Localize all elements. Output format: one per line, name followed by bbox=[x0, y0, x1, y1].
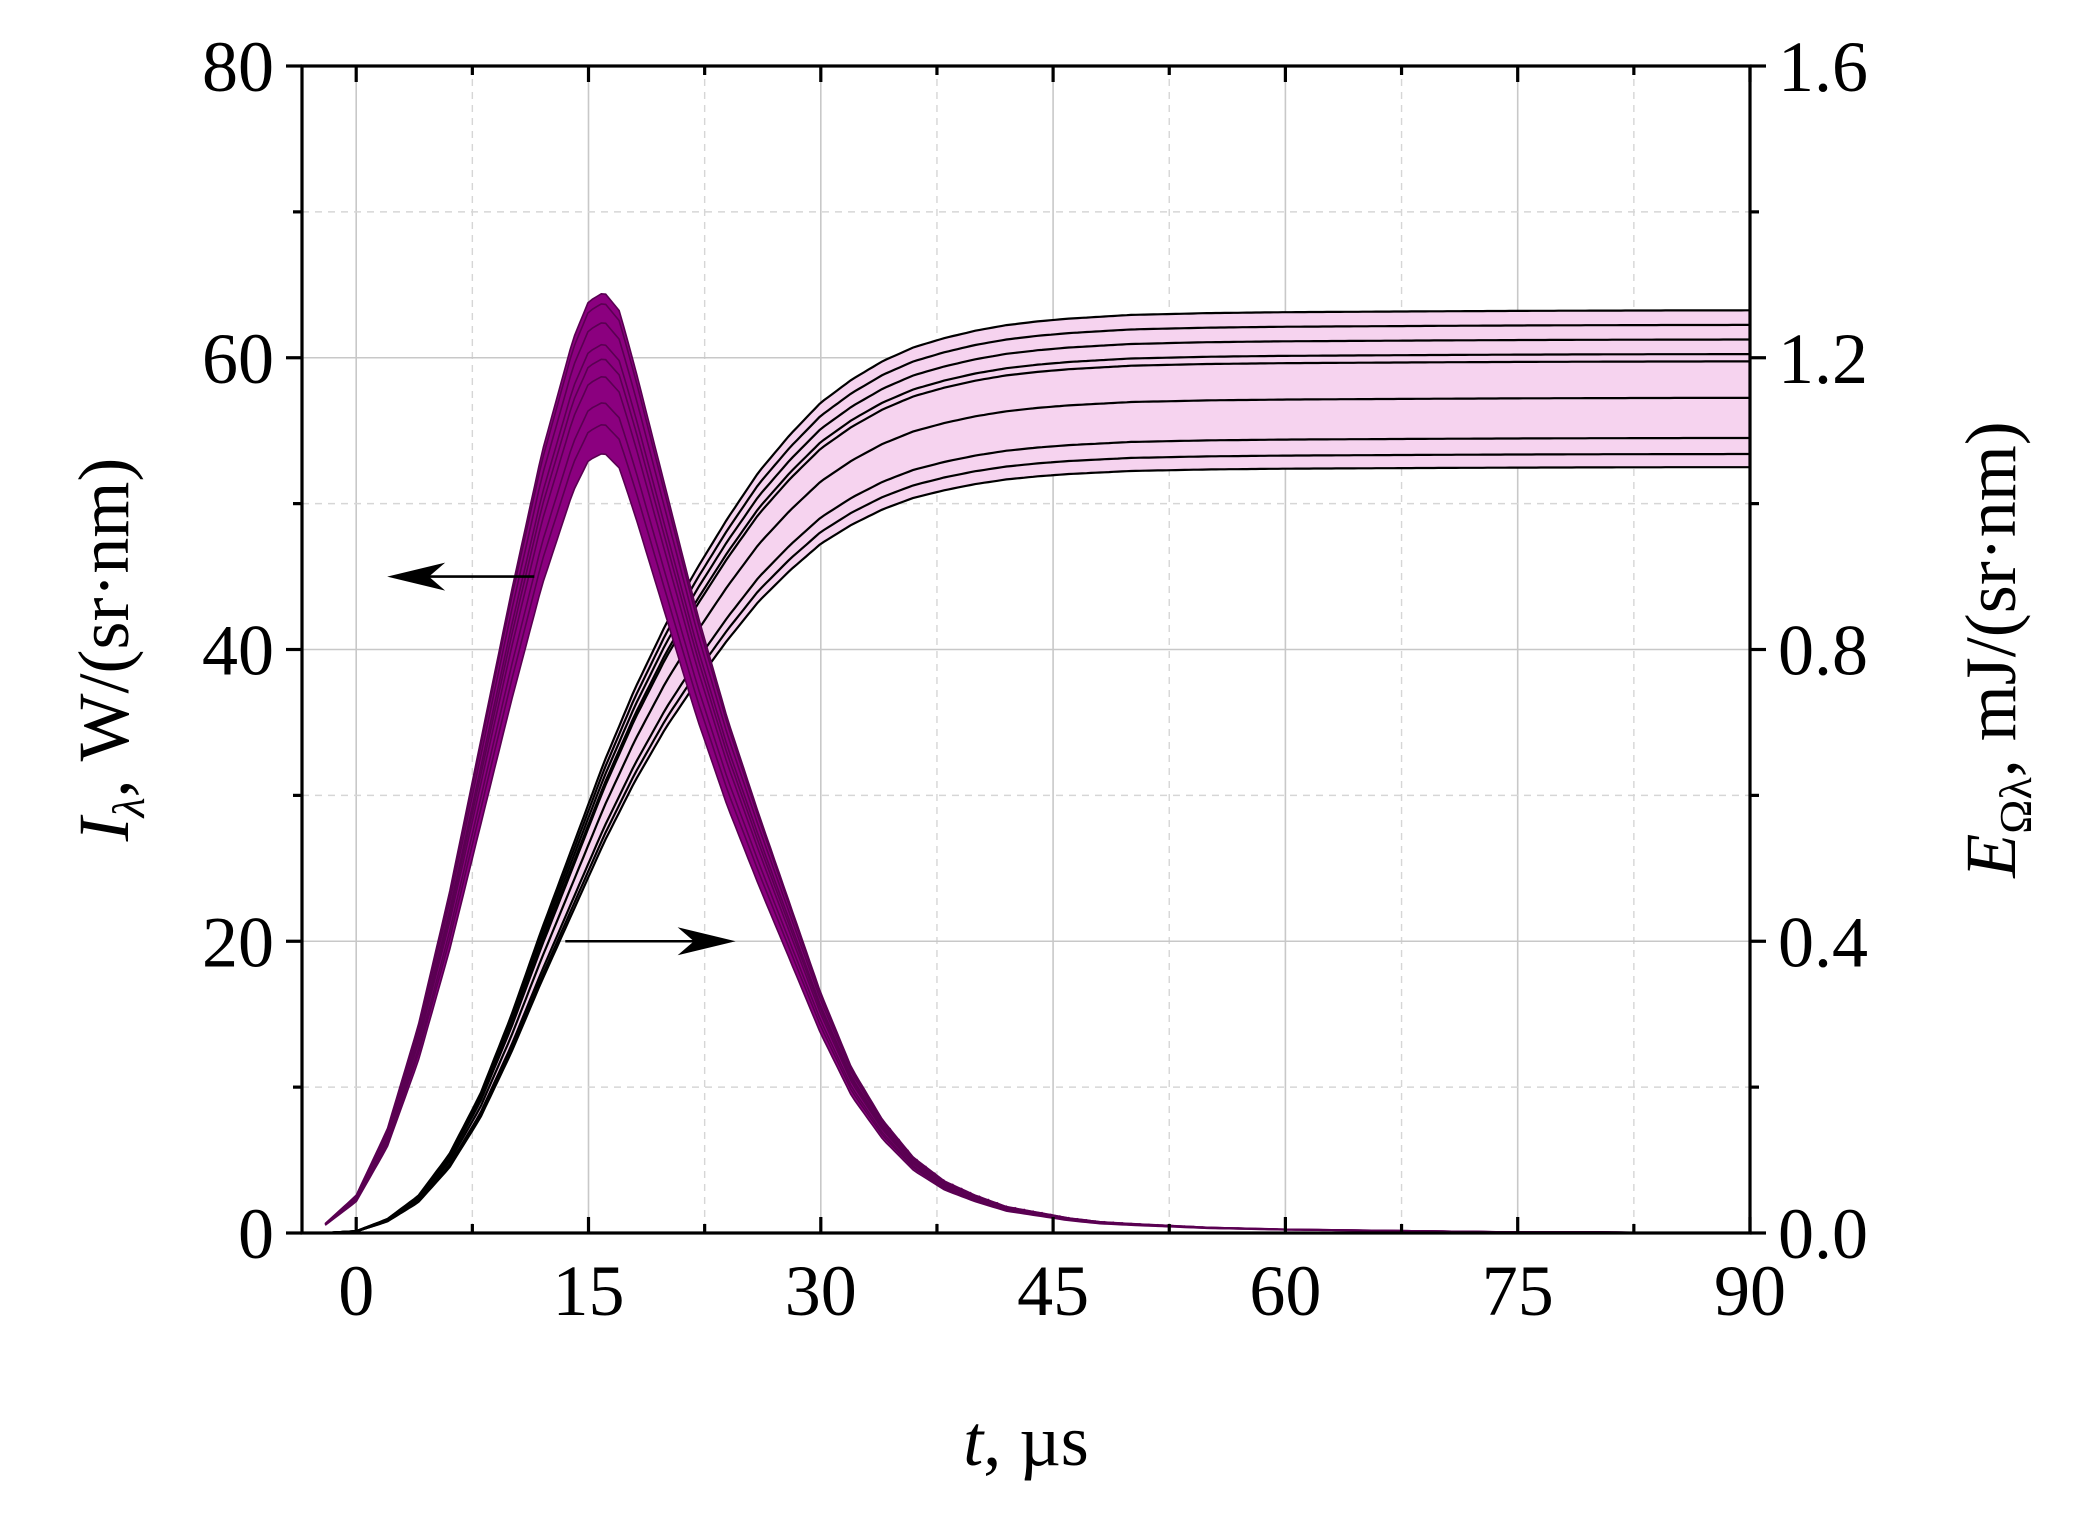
x-tick-label: 15 bbox=[553, 1251, 625, 1331]
x-tick-label: 45 bbox=[1017, 1251, 1089, 1331]
energy-curve bbox=[325, 466, 1750, 1235]
energy-band-fill bbox=[325, 310, 1751, 1233]
left-y-tick-label: 20 bbox=[202, 902, 274, 982]
x-axis-title: t, µs bbox=[963, 1401, 1089, 1481]
left-arrow-head bbox=[387, 562, 446, 591]
right-y-tick-label: 0.0 bbox=[1778, 1194, 1868, 1274]
right-y-axis-title-unit: , mJ/(sr·nm) bbox=[1951, 421, 2031, 777]
energy-curve bbox=[325, 396, 1750, 1235]
energy-curve bbox=[325, 338, 1750, 1235]
left-y-tick-label: 60 bbox=[202, 319, 274, 399]
axis-indicator-arrows bbox=[387, 562, 736, 956]
right-y-tick-label: 0.4 bbox=[1778, 902, 1868, 982]
right-arrow-head bbox=[677, 927, 736, 956]
x-tick-label: 75 bbox=[1482, 1251, 1554, 1331]
left-y-tick-label: 40 bbox=[202, 611, 274, 691]
x-axis-title-symbol: t bbox=[963, 1401, 985, 1481]
x-tick-label: 90 bbox=[1714, 1251, 1786, 1331]
left-y-axis-title-subscript: λ bbox=[103, 797, 154, 819]
right-y-axis-title-symbol: E bbox=[1951, 834, 2031, 879]
x-tick-label: 0 bbox=[338, 1251, 374, 1331]
left-y-tick-label: 0 bbox=[238, 1194, 274, 1274]
energy-curve bbox=[325, 360, 1750, 1235]
left-y-axis-title-unit: , W/(sr·nm) bbox=[64, 458, 144, 798]
left-y-axis-title: Iλ, W/(sr·nm) bbox=[64, 458, 154, 843]
left-y-tick-label: 80 bbox=[202, 27, 274, 107]
energy-band-layer bbox=[325, 309, 1751, 1235]
x-axis-title-unit: , µs bbox=[983, 1401, 1089, 1481]
right-y-axis-title: EΩλ, mJ/(sr·nm) bbox=[1951, 421, 2041, 878]
axis-tick-labels: 0 15 30 45 60 75 90 0 20 40 60 80 0.0 0.4 0.8 1.2 1.6 bbox=[202, 27, 1868, 1331]
x-tick-label: 60 bbox=[1249, 1251, 1321, 1331]
right-y-axis-title-subscript: Ωλ bbox=[1990, 777, 2041, 834]
energy-curve bbox=[325, 309, 1750, 1235]
left-y-axis-title-symbol: I bbox=[64, 814, 144, 842]
axis-ticks bbox=[286, 64, 1766, 1235]
right-y-tick-label: 1.6 bbox=[1778, 27, 1868, 107]
right-y-tick-label: 0.8 bbox=[1778, 611, 1868, 691]
energy-curve bbox=[325, 323, 1750, 1235]
right-y-tick-label: 1.2 bbox=[1778, 319, 1868, 399]
energy-curve bbox=[325, 436, 1750, 1235]
x-tick-label: 30 bbox=[785, 1251, 857, 1331]
energy-curve bbox=[325, 452, 1750, 1235]
